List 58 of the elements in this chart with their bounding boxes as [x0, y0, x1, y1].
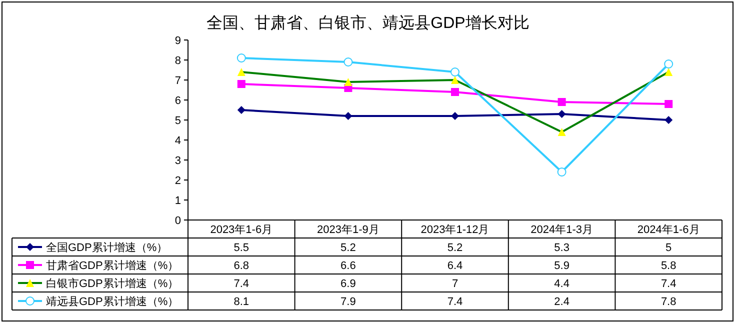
data-label: 7.4	[447, 296, 463, 308]
data-label: 8.1	[234, 296, 250, 308]
y-tick-label: 9	[174, 35, 181, 47]
data-label: 7.8	[660, 296, 676, 308]
y-tick-label: 0	[174, 215, 181, 227]
data-label: 7.4	[660, 278, 676, 290]
x-tick-label: 2023年1-12月	[420, 224, 490, 236]
data-label: 6.4	[447, 260, 463, 272]
x-tick-label: 2023年1-6月	[210, 224, 273, 236]
data-label: 6.8	[234, 260, 250, 272]
chart-title: 全国、甘肃省、白银市、靖远县GDP增长对比	[206, 14, 530, 32]
y-tick-label: 1	[174, 195, 181, 207]
point	[664, 60, 674, 68]
legend-label: 靖远县GDP累计增速（%）	[46, 295, 179, 308]
x-tick-label: 2023年1-9月	[317, 224, 380, 236]
y-tick-label: 3	[174, 155, 181, 167]
y-tick-label: 4	[174, 135, 181, 147]
x-tick-label: 2024年1-3月	[530, 224, 593, 236]
y-tick-label: 5	[174, 115, 181, 127]
point	[237, 80, 246, 88]
data-label: 5.3	[554, 242, 570, 254]
data-label: 6.6	[340, 260, 356, 272]
data-label: 7.4	[234, 278, 250, 290]
data-label: 2.4	[554, 296, 570, 308]
data-label: 6.9	[340, 278, 356, 290]
legend-label: 白银市GDP累计增速（%）	[46, 277, 179, 290]
point	[664, 100, 673, 108]
legend: 靖远县GDP累计增速（%）	[18, 296, 179, 308]
data-label: 5.9	[554, 260, 570, 272]
legend-label: 甘肃省GDP累计增速（%）	[46, 259, 179, 272]
data-label: 5.8	[660, 260, 676, 272]
point	[237, 106, 246, 114]
data-label: 5.5	[234, 242, 250, 254]
point	[236, 54, 246, 62]
y-tick-label: 8	[174, 55, 181, 67]
data-label: 4.4	[554, 278, 570, 290]
point	[344, 58, 353, 66]
point	[557, 168, 566, 176]
point	[451, 112, 459, 120]
legend: 甘肃省GDP累计增速（%）	[18, 260, 179, 272]
y-tick-label: 6	[174, 95, 181, 107]
y-tick-label: 7	[174, 75, 181, 87]
y-tick-label: 2	[174, 175, 181, 187]
point	[450, 68, 460, 76]
data-label: 5.2	[447, 242, 463, 254]
point	[558, 98, 566, 106]
point	[344, 112, 352, 120]
point	[451, 88, 459, 96]
data-label: 7.9	[340, 296, 356, 308]
legend: 白银市GDP累计增速（%）	[18, 278, 179, 290]
data-label: 5.2	[340, 242, 356, 254]
legend: 全国GDP累计增速（%）	[18, 242, 168, 254]
legend-label: 全国GDP累计增速（%）	[46, 241, 168, 254]
x-tick-label: 2024年1-6月	[637, 224, 700, 236]
point	[558, 110, 566, 118]
data-label: 5	[666, 242, 672, 254]
point	[664, 116, 673, 124]
data-label: 7	[452, 278, 458, 290]
